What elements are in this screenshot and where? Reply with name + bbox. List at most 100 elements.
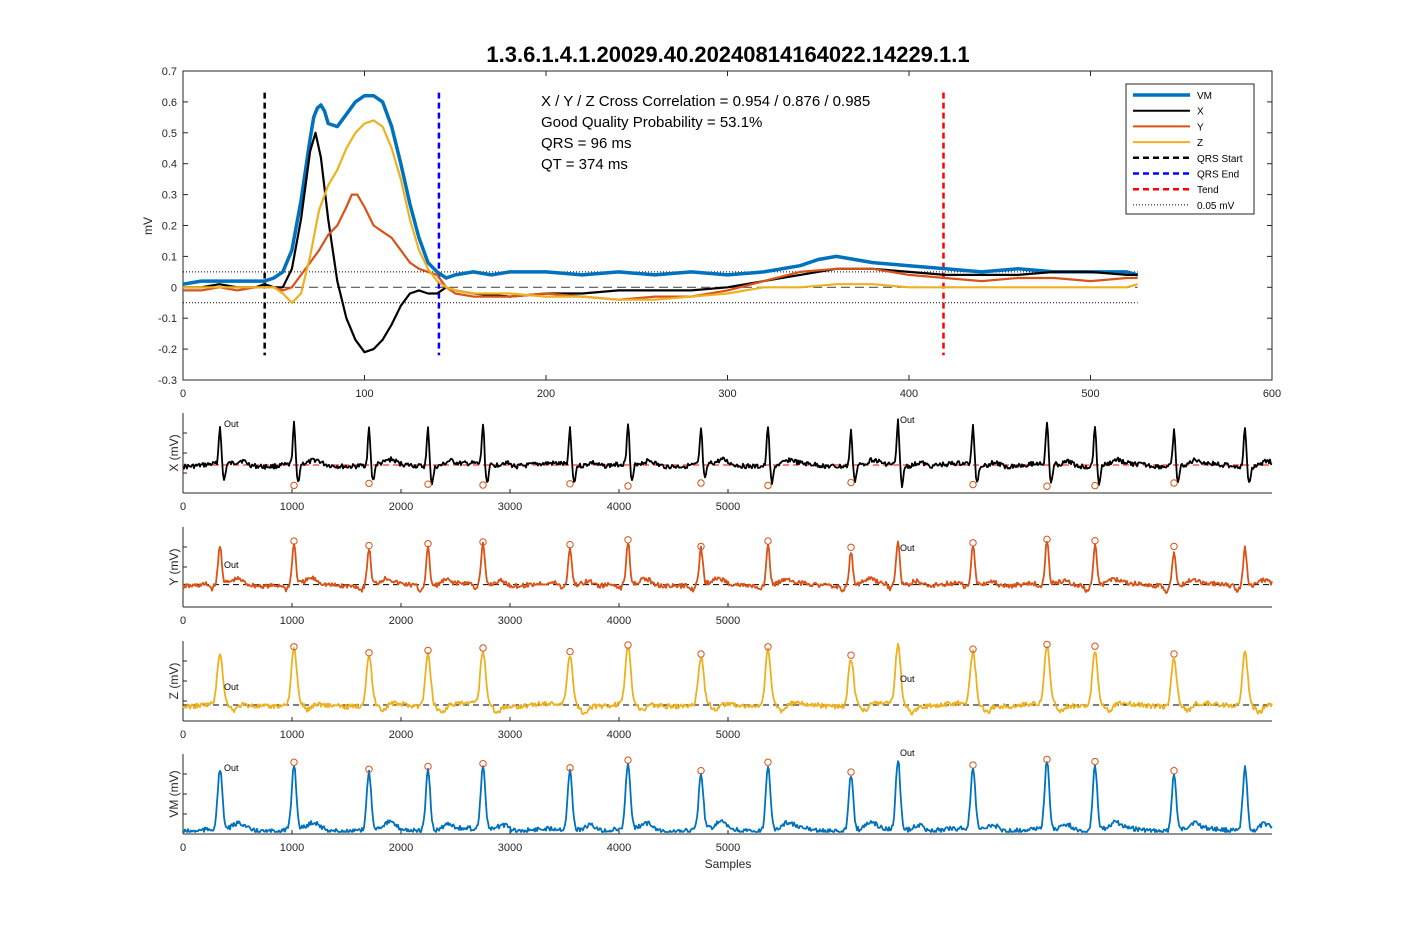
strip-beat-marker (847, 543, 855, 551)
main-ytick-label: 0 (171, 282, 177, 294)
main-ytick-label: -0.2 (158, 344, 177, 356)
stat-qt: QT = 374 ms (541, 156, 628, 173)
strip-xtick-label: 1000 (280, 842, 304, 854)
main-ylabel: mV (141, 217, 155, 235)
stat-cross-correlation: X / Y / Z Cross Correlation = 0.954 / 0.… (541, 93, 870, 110)
main-xtick-label: 0 (180, 388, 186, 400)
strip-beat-marker (847, 768, 855, 776)
series-line-y (183, 193, 1138, 301)
main-ytick-label: 0.4 (162, 159, 177, 171)
strip-frame (183, 754, 1272, 834)
strip-waveform (182, 642, 1273, 716)
strip-beat-marker (1091, 757, 1099, 766)
legend-label: Tend (1197, 185, 1219, 196)
strip-beat-marker (365, 649, 373, 657)
strip-beat-marker (424, 480, 432, 488)
strip-beat-marker (1170, 650, 1178, 658)
strip-beat-marker (1043, 482, 1051, 490)
strip-beat-marker (697, 479, 705, 487)
strip-beat-marker (764, 758, 772, 766)
strip-beat-marker (764, 643, 772, 651)
strip-beat-marker (424, 646, 432, 655)
strip-beat-marker (566, 540, 574, 549)
strip-beat-marker (1091, 536, 1099, 545)
main-ytick-label: -0.3 (158, 375, 177, 387)
series-line-z (183, 119, 1139, 304)
strip-beat-marker (479, 759, 487, 768)
outlier-label: Out (224, 419, 239, 429)
legend-label: VM (1197, 91, 1212, 102)
strip-beat-marker (1170, 542, 1178, 551)
strip-beat-marker (624, 756, 632, 764)
strip-xtick-label: 3000 (498, 729, 522, 741)
strip-xtick-label: 0 (180, 615, 186, 627)
strip-beat-marker (1043, 755, 1051, 764)
strip-waveform (182, 418, 1273, 489)
strip-plot-vm: 0 1000 2000 3000 4000 5000 VM (mV) Out Out (167, 748, 1273, 854)
strip-xtick-label: 4000 (607, 842, 631, 854)
strip-beat-marker (697, 542, 705, 551)
strip-beat-marker (290, 481, 298, 490)
strip-xtick-label: 2000 (389, 501, 413, 513)
strip-beat-marker (424, 762, 432, 771)
legend-label: Z (1197, 138, 1203, 149)
strip-beat-marker (969, 480, 977, 489)
legend-label: QRS End (1197, 170, 1239, 181)
strip-plot-z: 0 1000 2000 3000 4000 5000 Z (mV) Out Out (167, 640, 1273, 741)
strip-xtick-label: 0 (180, 501, 186, 513)
strip-beat-marker (479, 538, 487, 546)
main-xtick-label: 400 (900, 388, 918, 400)
strip-beat-marker (566, 480, 574, 488)
strip-beat-marker (764, 481, 772, 490)
outlier-label: Out (900, 674, 915, 684)
strip-xtick-label: 1000 (280, 501, 304, 513)
strip-waveform (182, 540, 1273, 594)
main-ytick-label: 0.2 (162, 221, 177, 233)
legend-label: Y (1197, 122, 1204, 133)
strip-xtick-label: 3000 (498, 615, 522, 627)
strip-xtick-label: 0 (180, 729, 186, 741)
outlier-label: Out (900, 748, 915, 758)
strip-waveform (183, 760, 1273, 833)
strip-beat-marker (847, 651, 855, 659)
legend-label: 0.05 mV (1197, 201, 1235, 212)
strip-xtick-label: 1000 (280, 729, 304, 741)
figure-title: 1.3.6.1.4.1.20029.40.20240814164022.1422… (486, 42, 969, 67)
strip-beat-marker (764, 537, 772, 545)
strip-ylabel: X (mV) (167, 434, 181, 471)
legend-label: QRS Start (1197, 154, 1243, 165)
samples-xlabel: Samples (705, 857, 752, 871)
outlier-label: Out (224, 682, 239, 692)
strip-plot-y: 0 1000 2000 3000 4000 5000 Y (mV) Out Out (167, 527, 1273, 627)
main-plot: 0 100 200 300 400 500 600 -0.3 -0.2 -0.1 0 0.1 0.2 0.… (141, 66, 1281, 400)
strip-beat-marker (479, 481, 487, 489)
main-xtick-label: 100 (355, 388, 373, 400)
strip-beat-marker (969, 645, 977, 653)
strip-xtick-label: 4000 (607, 501, 631, 513)
main-xtick-label: 500 (1081, 388, 1099, 400)
strip-beat-marker (969, 761, 977, 769)
strip-frame (183, 641, 1272, 721)
strip-xtick-label: 4000 (607, 729, 631, 741)
main-ytick-label: 0.1 (162, 251, 177, 263)
strip-xtick-label: 4000 (607, 615, 631, 627)
strip-plot-x: 0 1000 2000 3000 4000 5000 X (mV) Out Out (167, 413, 1273, 513)
outlier-label: Out (224, 560, 239, 570)
main-xtick-label: 300 (718, 388, 736, 400)
strip-beat-marker (624, 641, 632, 649)
strip-beat-marker (566, 647, 574, 656)
strip-xtick-label: 5000 (716, 729, 740, 741)
strip-beat-marker (969, 539, 977, 547)
strip-beat-marker (697, 766, 705, 775)
strip-beat-marker (479, 644, 487, 652)
strip-beat-marker (365, 541, 373, 550)
strip-xtick-label: 5000 (716, 501, 740, 513)
strip-beat-marker (624, 482, 632, 490)
strip-beat-marker (424, 540, 432, 548)
strip-ylabel: VM (mV) (167, 770, 181, 817)
stat-qrs: QRS = 96 ms (541, 135, 631, 152)
strip-beat-marker (365, 479, 373, 488)
strip-frame (183, 413, 1272, 493)
strip-beat-marker (1091, 481, 1099, 490)
